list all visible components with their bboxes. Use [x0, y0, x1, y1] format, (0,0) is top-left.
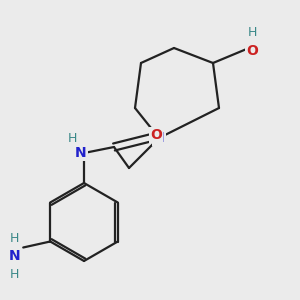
Text: H: H: [10, 232, 19, 245]
Text: N: N: [8, 250, 20, 263]
Text: O: O: [150, 128, 162, 142]
Text: H: H: [247, 26, 257, 40]
Text: N: N: [75, 146, 87, 160]
Text: O: O: [246, 44, 258, 58]
Text: N: N: [153, 131, 165, 145]
Text: H: H: [10, 268, 19, 281]
Text: H: H: [67, 131, 77, 145]
